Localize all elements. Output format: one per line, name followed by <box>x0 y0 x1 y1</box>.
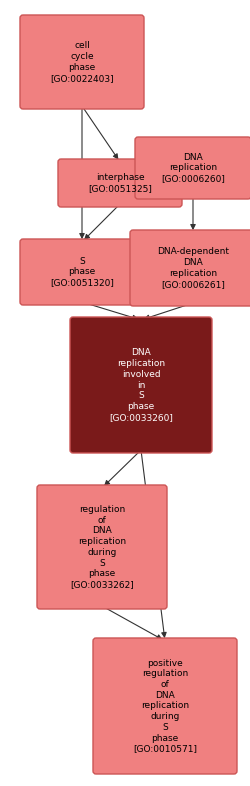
Text: regulation
of
DNA
replication
during
S
phase
[GO:0033262]: regulation of DNA replication during S p… <box>70 505 133 590</box>
Text: DNA-dependent
DNA
replication
[GO:0006261]: DNA-dependent DNA replication [GO:000626… <box>156 248 228 288</box>
FancyBboxPatch shape <box>134 137 250 199</box>
Text: DNA
replication
[GO:0006260]: DNA replication [GO:0006260] <box>160 152 224 183</box>
FancyBboxPatch shape <box>20 15 144 109</box>
Text: S
phase
[GO:0051320]: S phase [GO:0051320] <box>50 257 114 287</box>
Text: cell
cycle
phase
[GO:0022403]: cell cycle phase [GO:0022403] <box>50 42 113 83</box>
FancyBboxPatch shape <box>58 159 181 207</box>
FancyBboxPatch shape <box>37 485 166 609</box>
FancyBboxPatch shape <box>70 317 211 453</box>
Text: interphase
[GO:0051325]: interphase [GO:0051325] <box>88 173 151 193</box>
FancyBboxPatch shape <box>130 230 250 306</box>
Text: positive
regulation
of
DNA
replication
during
S
phase
[GO:0010571]: positive regulation of DNA replication d… <box>132 659 196 754</box>
FancyBboxPatch shape <box>93 638 236 774</box>
Text: DNA
replication
involved
in
S
phase
[GO:0033260]: DNA replication involved in S phase [GO:… <box>109 348 172 422</box>
FancyBboxPatch shape <box>20 239 144 305</box>
